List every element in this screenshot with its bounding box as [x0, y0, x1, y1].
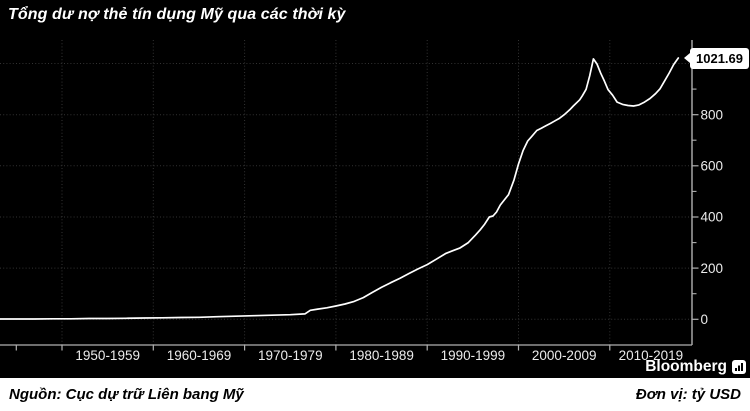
x-tick-label: 2000-2009 [532, 348, 597, 363]
x-tick-label: 1960-1969 [167, 348, 232, 363]
chart-title: Tổng dư nợ thẻ tín dụng Mỹ qua các thời … [8, 6, 346, 23]
y-tick-label: 400 [701, 210, 724, 225]
credit-card-debt-line-chart: 020040060080010001950-19591960-19691970-… [0, 40, 731, 363]
x-tick-label: 1950-1959 [75, 348, 140, 363]
x-tick-label: 1970-1979 [258, 348, 323, 363]
x-tick-label: 1990-1999 [441, 348, 506, 363]
y-tick-label: 0 [701, 312, 709, 327]
source-note: Nguồn: Cục dự trữ Liên bang Mỹ [9, 386, 244, 403]
unit-note: Đơn vị: tỷ USD [635, 386, 741, 403]
footer-strip: Nguồn: Cục dự trữ Liên bang Mỹ Đơn vị: t… [0, 378, 750, 411]
x-tick-label: 1980-1989 [349, 348, 414, 363]
y-tick-label: 800 [701, 107, 724, 122]
bloomberg-brand: Bloomberg [645, 358, 746, 376]
bloomberg-wordmark: Bloomberg [645, 358, 727, 375]
debt-series-line [0, 57, 680, 320]
bloomberg-chart-logo-icon [732, 360, 746, 374]
x-tick-label: 2010-2019 [619, 348, 684, 363]
y-tick-label: 200 [701, 261, 724, 276]
last-value-callout: 1021.69 [684, 48, 749, 69]
last-value-label: 1021.69 [696, 51, 743, 66]
y-tick-label: 600 [701, 159, 724, 174]
chart-region: Tổng dư nợ thẻ tín dụng Mỹ qua các thời … [0, 6, 749, 376]
